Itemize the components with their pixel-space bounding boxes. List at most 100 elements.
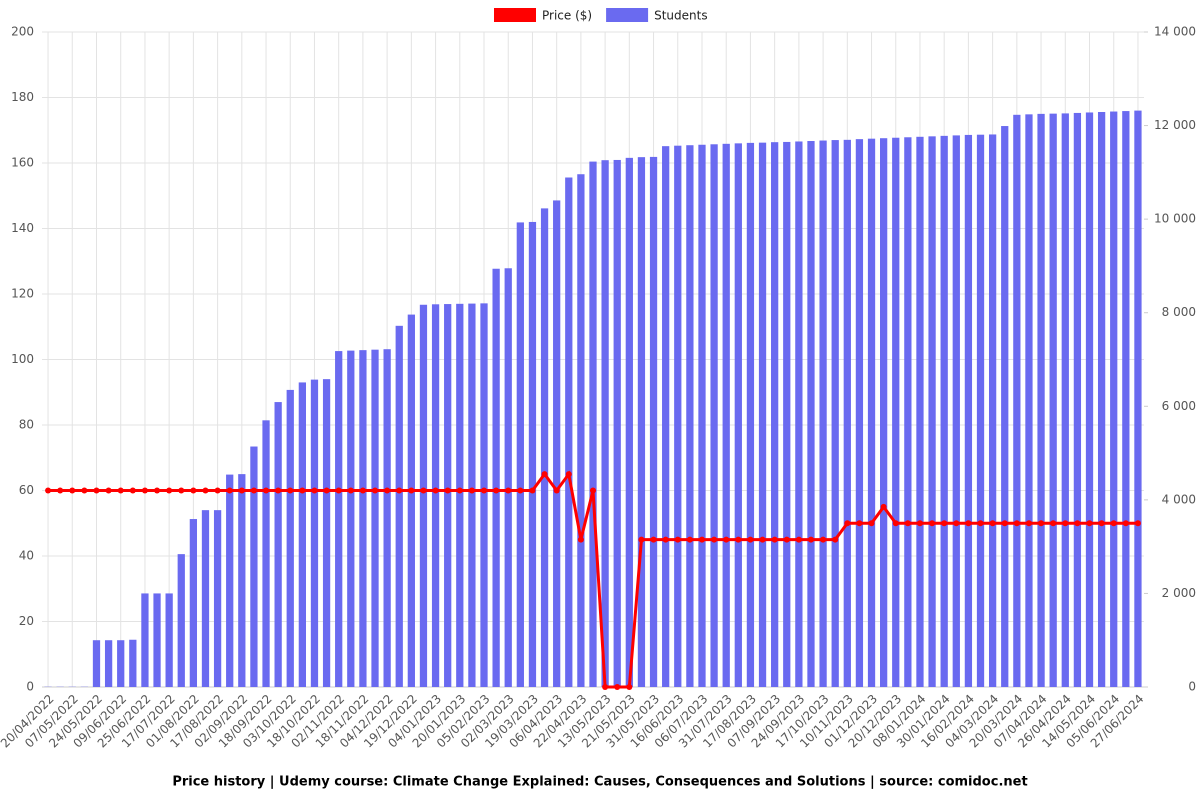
bar — [1049, 113, 1057, 688]
price-point — [989, 520, 996, 527]
price-point — [650, 536, 657, 543]
price-point — [468, 487, 475, 494]
price-point — [820, 536, 827, 543]
bar — [916, 136, 924, 688]
price-point — [154, 487, 161, 494]
price-point — [565, 471, 572, 478]
price-point — [311, 487, 318, 494]
price-point — [335, 487, 342, 494]
y2-tick-label: 14 000 — [1154, 25, 1196, 39]
price-point — [1050, 520, 1057, 527]
bar — [892, 137, 900, 687]
price-point — [1086, 520, 1093, 527]
bar — [771, 142, 779, 687]
price-point — [69, 487, 76, 494]
bar — [504, 268, 512, 687]
y-tick-label: 160 — [11, 156, 34, 170]
price-point — [1074, 520, 1081, 527]
bar — [795, 141, 803, 687]
price-point — [105, 487, 112, 494]
bar — [964, 134, 973, 687]
bar — [1097, 112, 1106, 688]
bar — [189, 519, 198, 687]
price-point — [1134, 520, 1141, 527]
y-tick-label: 120 — [11, 287, 34, 301]
bar — [335, 351, 343, 687]
bar — [347, 350, 355, 687]
price-point — [541, 471, 548, 478]
y-tick-label: 180 — [11, 90, 34, 104]
price-point — [420, 487, 427, 494]
price-point — [517, 487, 524, 494]
legend-swatch — [606, 8, 649, 22]
price-point — [1038, 520, 1045, 527]
bar — [468, 303, 476, 687]
bar — [649, 156, 658, 688]
y-tick-label: 40 — [19, 549, 34, 563]
y-tick-label: 60 — [19, 483, 34, 497]
price-point — [807, 536, 814, 543]
bar — [589, 161, 597, 687]
bar — [710, 144, 718, 688]
price-point — [45, 487, 52, 494]
bar — [783, 141, 791, 688]
price-point — [444, 487, 451, 494]
bar — [129, 639, 137, 687]
bar — [819, 140, 827, 688]
bar — [1061, 113, 1069, 687]
y-tick-label: 0 — [26, 680, 34, 694]
price-point — [638, 536, 645, 543]
price-point — [408, 487, 415, 494]
bar — [444, 304, 452, 687]
bar — [1025, 114, 1033, 688]
price-point — [93, 487, 100, 494]
price-point — [698, 536, 705, 543]
price-point — [481, 487, 488, 494]
price-point — [953, 520, 960, 527]
price-point — [57, 487, 64, 494]
bar — [1122, 111, 1130, 687]
price-point — [602, 684, 609, 690]
bar — [1085, 112, 1094, 687]
price-point — [384, 487, 391, 494]
bar — [153, 593, 161, 687]
bar — [201, 510, 210, 687]
price-point — [614, 684, 621, 690]
price-point — [904, 520, 911, 527]
y-tick-label: 20 — [19, 614, 34, 628]
y2-tick-label: 2 000 — [1162, 586, 1196, 600]
bar — [625, 157, 633, 687]
bar — [274, 402, 282, 687]
bar — [528, 221, 537, 687]
bar — [1073, 112, 1082, 688]
price-point — [456, 487, 463, 494]
price-point — [916, 520, 923, 527]
price-point — [1025, 520, 1032, 527]
bar — [141, 593, 149, 687]
bar — [734, 143, 742, 688]
bar — [492, 268, 500, 687]
price-point — [432, 487, 439, 494]
price-point — [1001, 520, 1008, 527]
price-point — [783, 536, 790, 543]
bar — [1037, 113, 1045, 687]
bar — [686, 145, 694, 687]
price-point — [1098, 520, 1105, 527]
price-point — [1110, 520, 1117, 527]
bar — [928, 136, 936, 687]
bar — [1013, 114, 1021, 687]
bar — [553, 200, 561, 687]
chart-title: Price history | Udemy course: Climate Ch… — [172, 775, 1027, 790]
bar — [758, 142, 767, 688]
price-point — [214, 487, 221, 494]
bar — [310, 379, 319, 687]
price-point — [250, 487, 257, 494]
bar — [226, 474, 234, 687]
price-point — [493, 487, 500, 494]
bar — [238, 474, 246, 687]
bar — [831, 140, 839, 687]
bar — [431, 304, 440, 687]
y2-tick-label: 10 000 — [1154, 212, 1196, 226]
price-point — [141, 487, 148, 494]
bar — [383, 349, 391, 687]
